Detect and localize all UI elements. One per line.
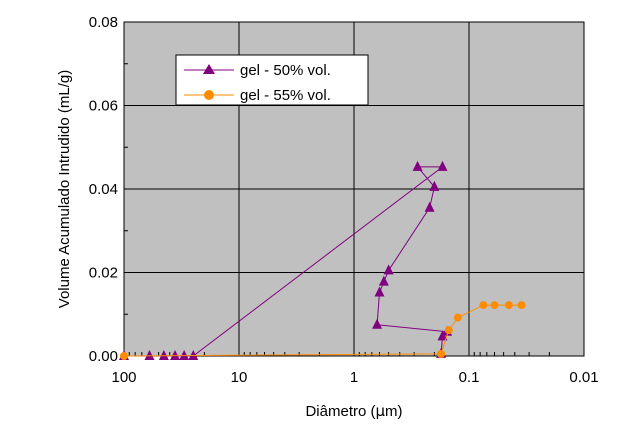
data-point-triangle xyxy=(188,350,199,360)
data-point-triangle xyxy=(158,350,169,360)
data-point-triangle xyxy=(374,286,385,297)
data-point-triangle xyxy=(437,330,448,341)
legend-marker-series-2 xyxy=(204,90,214,100)
data-point-circle xyxy=(120,352,128,360)
data-point-circle xyxy=(490,301,499,310)
data-point-triangle xyxy=(383,264,394,275)
data-point-circle xyxy=(453,313,462,322)
data-point-circle xyxy=(504,301,513,310)
x-tick-label: 1 xyxy=(350,369,358,386)
data-point-circle xyxy=(479,301,488,310)
y-tick-labels: 0.00 0.02 0.04 0.06 0.08 xyxy=(89,14,118,365)
y-axis-label: Volume Acumulado Intrudido (mL/g) xyxy=(56,70,73,308)
legend-box xyxy=(175,54,369,106)
x-tick-labels: 100 10 1 0.1 0.01 xyxy=(111,369,598,386)
legend-marker-series-1 xyxy=(203,64,215,74)
data-point-circle xyxy=(444,326,453,335)
data-point-triangle xyxy=(378,275,389,286)
data-point-triangle xyxy=(412,160,423,171)
data-point-triangle xyxy=(170,350,181,360)
x-tick-label: 100 xyxy=(111,369,136,386)
data-point-triangle xyxy=(179,350,190,360)
data-point-triangle xyxy=(429,180,440,191)
x-axis-label: Diâmetro (μm) xyxy=(305,402,402,420)
legend: gel - 50% vol. gel - 55% vol. xyxy=(175,54,369,106)
data-point-circle xyxy=(517,301,526,310)
x-tick-label: 0.01 xyxy=(569,369,598,386)
data-point-triangle xyxy=(372,318,383,329)
data-point-circle xyxy=(437,349,446,358)
data-point-triangle xyxy=(424,201,435,212)
y-tick-label: 0.00 xyxy=(89,348,118,365)
legend-label-series-1: gel - 50% vol. xyxy=(240,62,331,79)
data-point-triangle xyxy=(437,160,448,171)
x-tick-label: 10 xyxy=(231,369,248,386)
y-tick-label: 0.08 xyxy=(89,14,118,31)
y-tick-label: 0.04 xyxy=(89,181,118,198)
series-group xyxy=(119,160,526,360)
x-tick-label: 0.1 xyxy=(459,369,480,386)
y-tick-label: 0.02 xyxy=(89,265,118,282)
data-point-triangle xyxy=(144,350,155,360)
legend-label-series-2: gel - 55% vol. xyxy=(240,87,331,104)
y-tick-label: 0.06 xyxy=(89,98,118,115)
